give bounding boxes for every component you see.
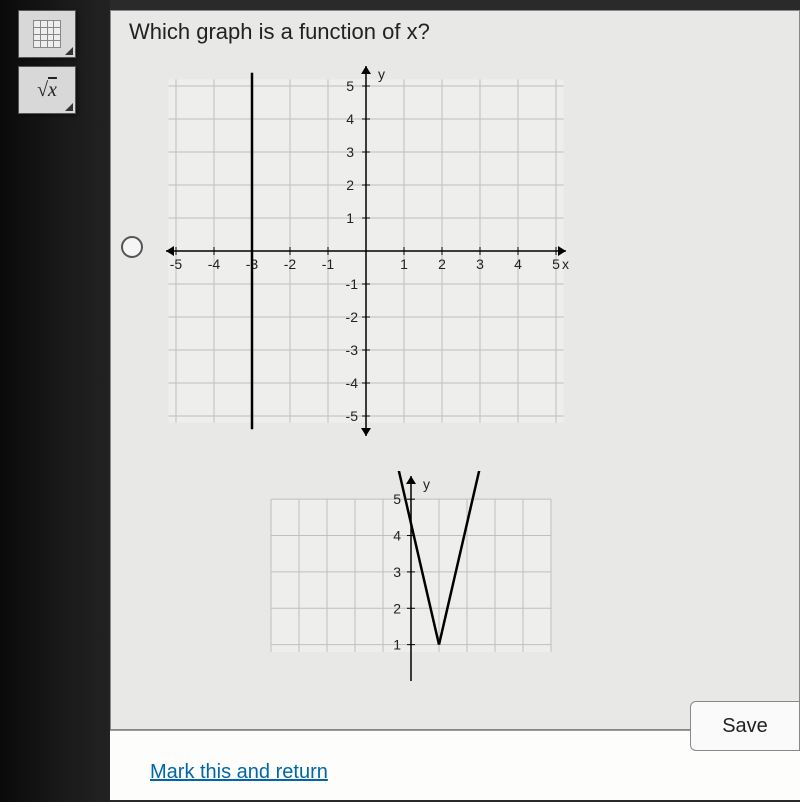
svg-text:-5: -5	[346, 408, 359, 424]
svg-text:3: 3	[476, 256, 484, 272]
svg-text:4: 4	[514, 256, 522, 272]
svg-text:3: 3	[346, 144, 354, 160]
svg-text:5: 5	[552, 256, 560, 272]
graph-option-2: 1 2 3 4 5 y	[251, 471, 571, 701]
svg-text:2: 2	[346, 177, 354, 193]
footer-bar: Mark this and return Save	[110, 730, 800, 800]
svg-text:2: 2	[393, 600, 401, 616]
expand-corner-icon	[65, 103, 73, 111]
tool-palette: √x	[18, 10, 80, 122]
svg-text:5: 5	[346, 78, 354, 94]
svg-text:-4: -4	[346, 375, 359, 391]
svg-text:1: 1	[346, 210, 354, 226]
svg-text:4: 4	[393, 528, 401, 544]
svg-text:5: 5	[393, 491, 401, 507]
svg-text:-1: -1	[346, 276, 359, 292]
svg-text:y: y	[423, 476, 430, 492]
question-text: Which graph is a function of x?	[129, 19, 430, 45]
graph-2-svg: 1 2 3 4 5 y	[251, 471, 571, 701]
calculator-button[interactable]	[18, 10, 76, 58]
svg-text:1: 1	[400, 256, 408, 272]
question-panel: Which graph is a function of x? 1 -1 1 -1 2 -…	[110, 10, 800, 730]
svg-text:y: y	[378, 66, 385, 82]
svg-text:-2: -2	[346, 309, 359, 325]
graph-option-1: 1-11-12-22-23-33-34-44-45-55-5xy	[151, 61, 581, 441]
svg-text:3: 3	[393, 564, 401, 580]
svg-text:4: 4	[346, 111, 354, 127]
svg-text:1: 1	[393, 637, 401, 653]
math-input-button[interactable]: √x	[18, 66, 76, 114]
graph-1-svg: 1-11-12-22-23-33-34-44-45-55-5xy	[151, 61, 581, 441]
svg-text:-3: -3	[346, 342, 359, 358]
answer-radio-1[interactable]	[121, 236, 143, 258]
svg-text:2: 2	[438, 256, 446, 272]
calculator-icon	[33, 20, 61, 48]
svg-text:x: x	[562, 256, 569, 272]
svg-text:-2: -2	[284, 256, 297, 272]
mark-return-link[interactable]: Mark this and return	[150, 761, 328, 784]
svg-text:-4: -4	[208, 256, 221, 272]
app-frame: √x Which graph is a function of x? 1 -1 1 -…	[0, 0, 800, 802]
svg-text:-5: -5	[170, 256, 183, 272]
expand-corner-icon	[65, 47, 73, 55]
svg-text:-1: -1	[322, 256, 335, 272]
save-button[interactable]: Save	[690, 701, 800, 751]
sqrt-icon: √x	[37, 79, 57, 102]
